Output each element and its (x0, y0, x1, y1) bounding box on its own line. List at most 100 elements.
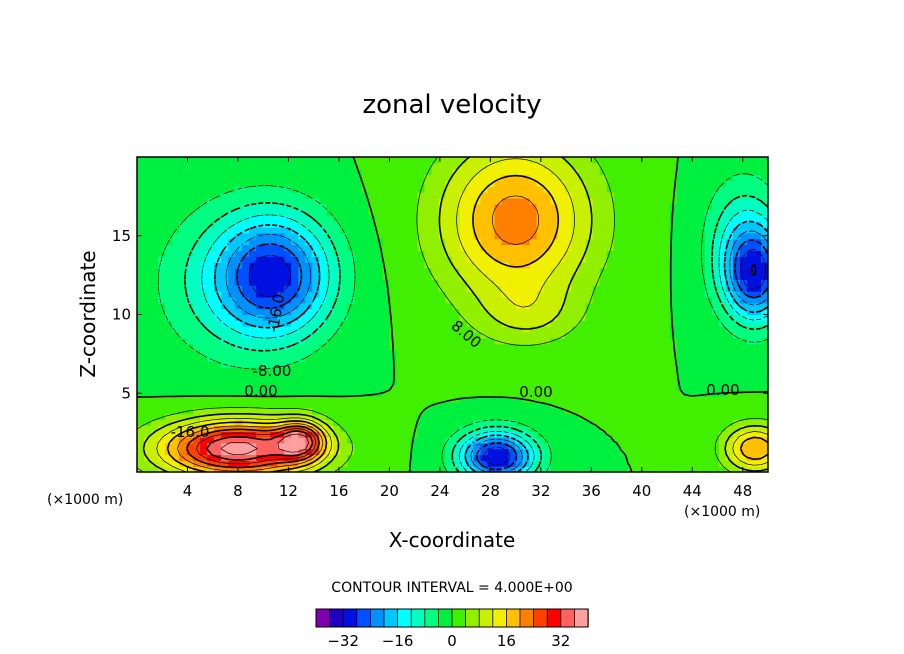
contour-cell (480, 168, 489, 176)
contour-cell (193, 180, 201, 187)
contour-cell (515, 244, 524, 251)
contour-cell (753, 454, 762, 461)
contour-cell (221, 355, 229, 362)
contour-cell (270, 355, 278, 362)
contour-cell (375, 407, 383, 415)
contour-cell (256, 314, 264, 321)
contour-cell (466, 314, 475, 321)
contour-cell (564, 314, 573, 321)
contour-cell (592, 448, 601, 456)
contour-cell (739, 425, 748, 432)
contour-cell (228, 250, 236, 257)
contour-cell (137, 460, 145, 467)
contour-cell (291, 215, 299, 222)
contour-cell (459, 302, 468, 310)
contour-cell (508, 343, 517, 351)
contour-cell (655, 425, 664, 432)
contour-cell (732, 297, 741, 304)
contour-cell (438, 355, 447, 362)
contour-cell (291, 390, 299, 397)
contour-cell (403, 332, 412, 339)
contour-cell (375, 448, 383, 456)
contour-cell (578, 203, 587, 211)
contour-cell (368, 355, 376, 362)
contour-cell (228, 372, 236, 380)
contour-cell (466, 221, 475, 228)
contour-cell (179, 215, 187, 222)
contour-cell (662, 291, 671, 298)
contour-cell (529, 349, 538, 356)
contour-cell (235, 279, 243, 286)
contour-cell (613, 157, 622, 164)
contour-cell (641, 256, 650, 263)
contour-cell (249, 267, 257, 275)
contour-cell (746, 384, 755, 391)
contour-cell (298, 332, 306, 339)
contour-cell (683, 285, 692, 292)
contour-cell (291, 262, 299, 269)
contour-cell (459, 332, 468, 339)
contour-cell (669, 250, 678, 257)
contour-cell (312, 238, 320, 246)
contour-cell (291, 407, 299, 415)
contour-cell (690, 209, 699, 216)
contour-cell (501, 326, 510, 333)
contour-cell (172, 197, 180, 205)
contour-cell (242, 250, 250, 257)
contour-cell (718, 460, 727, 467)
contour-cell (501, 361, 510, 368)
contour-cell (494, 431, 503, 438)
contour-cell (214, 407, 222, 415)
contour-cell (438, 308, 447, 316)
contour-cell (389, 174, 398, 181)
contour-cell (557, 396, 566, 403)
contour-cell (543, 302, 552, 310)
contour-cell (578, 361, 587, 368)
contour-cell (431, 244, 440, 251)
contour-cell (739, 326, 748, 333)
contour-cell (403, 267, 412, 275)
contour-cell (550, 413, 559, 421)
contour-cell (459, 437, 468, 444)
contour-cell (634, 297, 643, 304)
contour-cell (620, 308, 629, 316)
contour-cell (305, 402, 313, 409)
contour-cell (508, 402, 517, 409)
contour-cell (746, 337, 755, 345)
contour-cell (410, 203, 419, 211)
contour-cell (585, 343, 594, 351)
contour-cell (634, 244, 643, 251)
contour-cell (585, 332, 594, 339)
contour-cell (697, 425, 706, 432)
contour-cell (704, 209, 713, 216)
contour-cell (319, 221, 327, 228)
contour-cell (410, 227, 419, 234)
contour-cell (746, 273, 755, 281)
contour-cell (662, 332, 671, 339)
contour-cell (627, 157, 636, 164)
contour-cell (501, 442, 510, 450)
contour-cell (564, 232, 573, 240)
contour-cell (270, 250, 278, 257)
contour-cell (753, 314, 762, 321)
contour-cell (298, 390, 306, 397)
contour-cell (676, 250, 685, 257)
contour-cell (186, 425, 194, 432)
contour-cell (235, 273, 243, 281)
contour-cell (333, 460, 341, 467)
contour-cell (333, 372, 341, 380)
contour-cell (620, 215, 629, 222)
contour-cell (697, 337, 706, 345)
contour-cell (536, 407, 545, 415)
contour-cell (438, 279, 447, 286)
contour-cell (746, 460, 755, 467)
contour-cell (186, 297, 194, 304)
contour-cell (445, 197, 454, 205)
contour-cell (578, 308, 587, 316)
contour-cell (641, 425, 650, 432)
contour-cell (151, 361, 159, 368)
contour-cell (333, 157, 341, 164)
contour-cell (508, 407, 517, 415)
contour-cell (620, 197, 629, 205)
contour-cell (452, 320, 461, 327)
